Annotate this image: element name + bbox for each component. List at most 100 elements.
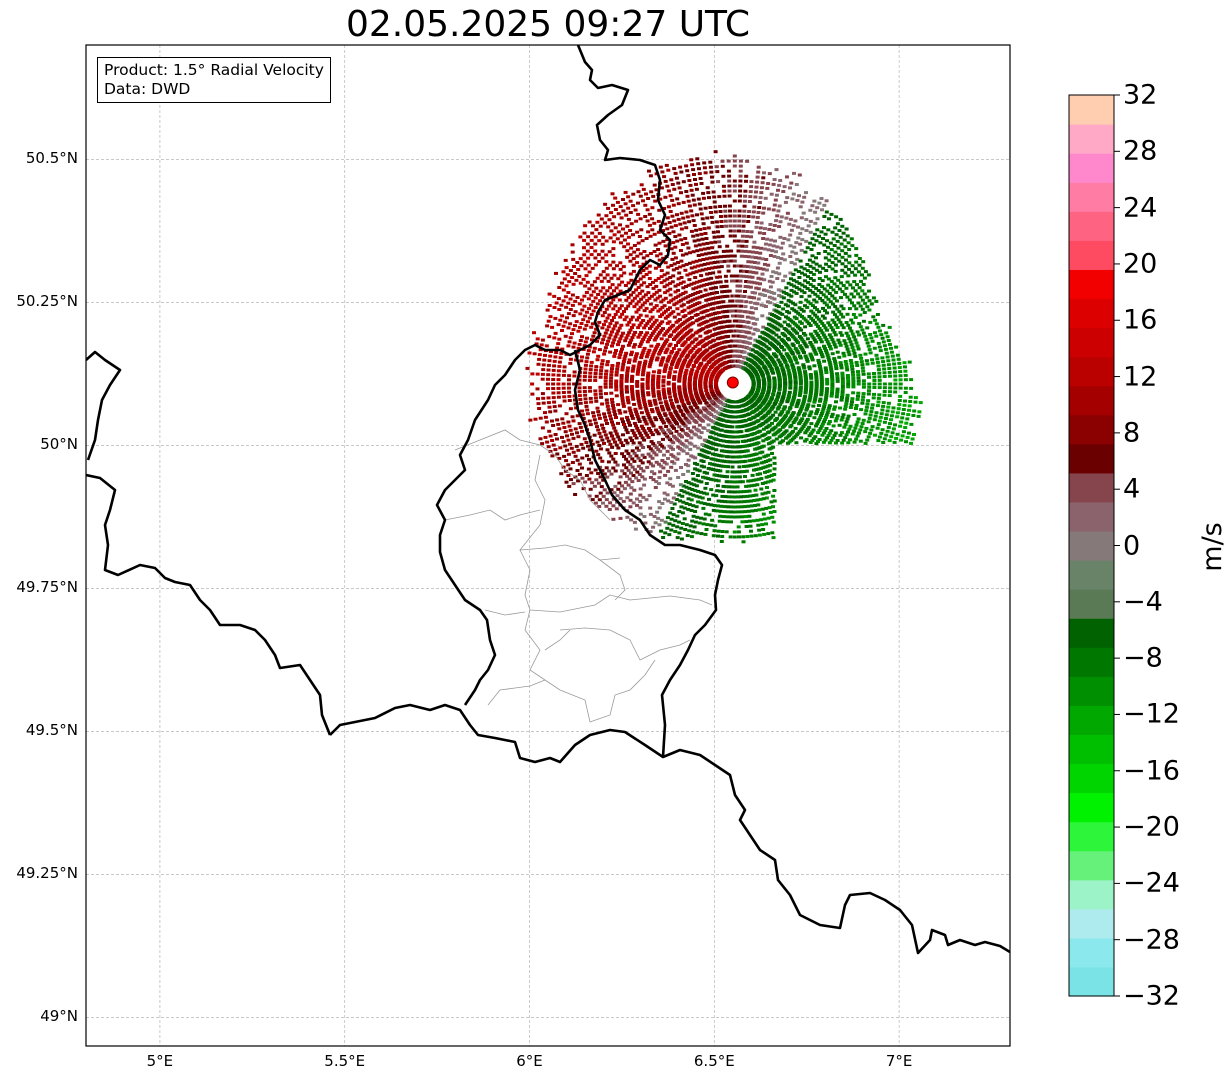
velocity-cell <box>694 228 699 232</box>
velocity-cell <box>702 247 707 251</box>
velocity-cell <box>628 454 633 458</box>
velocity-cell <box>623 438 628 442</box>
velocity-cell <box>760 523 765 527</box>
velocity-cell <box>759 477 764 481</box>
velocity-cell <box>672 219 677 223</box>
velocity-cell <box>711 425 716 429</box>
velocity-cell <box>593 372 598 375</box>
velocity-cell <box>819 197 824 200</box>
velocity-cell <box>809 390 813 394</box>
velocity-cell <box>581 417 586 420</box>
velocity-cell <box>645 380 650 384</box>
velocity-cell <box>730 475 735 479</box>
velocity-cell <box>556 323 561 327</box>
velocity-cell <box>597 239 602 243</box>
velocity-cell <box>798 300 803 304</box>
velocity-cell <box>763 294 767 297</box>
velocity-cell <box>649 420 654 424</box>
velocity-cell <box>810 290 815 294</box>
velocity-cell <box>806 403 811 407</box>
velocity-cell <box>659 281 664 285</box>
velocity-cell <box>882 437 887 441</box>
velocity-cell <box>703 206 708 210</box>
velocity-cell <box>834 215 839 219</box>
velocity-cell <box>758 451 763 455</box>
velocity-cell <box>682 490 687 494</box>
velocity-cell <box>594 478 599 482</box>
velocity-cell <box>777 384 782 388</box>
velocity-cell <box>661 229 666 232</box>
velocity-cell <box>605 475 610 479</box>
velocity-cell <box>893 382 898 386</box>
velocity-cell <box>772 386 777 390</box>
velocity-cell <box>535 372 540 376</box>
velocity-cell <box>632 250 637 254</box>
velocity-cell <box>622 487 627 491</box>
velocity-cell <box>829 438 834 442</box>
velocity-cell <box>756 261 761 265</box>
velocity-cell <box>637 360 642 364</box>
velocity-cell <box>631 333 636 337</box>
velocity-cell <box>658 350 662 354</box>
velocity-cell <box>653 278 658 282</box>
velocity-cell <box>897 403 902 407</box>
velocity-cell <box>786 441 790 445</box>
velocity-cell <box>665 271 670 275</box>
velocity-cell <box>693 467 698 471</box>
velocity-cell <box>816 420 821 424</box>
velocity-cell <box>888 382 893 386</box>
velocity-cell <box>623 425 628 429</box>
velocity-cell <box>566 382 571 386</box>
velocity-cell <box>665 526 670 530</box>
velocity-cell <box>648 530 653 534</box>
velocity-cell <box>726 334 731 338</box>
velocity-cell <box>647 445 651 449</box>
velocity-cell <box>750 411 755 415</box>
velocity-cell <box>613 429 618 433</box>
velocity-cell <box>765 300 770 304</box>
velocity-cell <box>576 479 581 483</box>
velocity-cell <box>532 331 536 335</box>
velocity-cell <box>644 407 649 411</box>
velocity-cell <box>653 402 658 406</box>
velocity-cell <box>613 313 618 316</box>
velocity-cell <box>582 327 587 331</box>
velocity-cell <box>656 378 661 382</box>
velocity-cell <box>699 480 704 484</box>
velocity-cell <box>622 318 627 322</box>
velocity-cell <box>631 441 636 445</box>
velocity-cell <box>807 414 812 418</box>
velocity-cell <box>820 208 824 212</box>
velocity-cell <box>663 396 667 400</box>
velocity-cell <box>781 407 786 411</box>
velocity-cell <box>623 284 628 287</box>
velocity-cell <box>556 378 561 382</box>
velocity-cell <box>644 306 649 310</box>
velocity-cell <box>840 255 845 259</box>
velocity-cell <box>769 407 774 411</box>
velocity-cell <box>671 347 676 350</box>
velocity-cell <box>611 298 616 302</box>
velocity-cell <box>663 368 667 372</box>
velocity-cell <box>697 279 702 283</box>
velocity-cell <box>770 531 775 535</box>
velocity-cell <box>546 387 550 391</box>
velocity-cell <box>754 251 759 255</box>
velocity-cell <box>689 328 694 332</box>
velocity-cell <box>710 292 714 295</box>
velocity-cell <box>719 504 724 508</box>
velocity-cell <box>744 469 749 473</box>
velocity-cell <box>694 391 698 395</box>
velocity-cell <box>744 174 749 178</box>
velocity-cell <box>903 399 907 403</box>
velocity-cell <box>696 285 701 289</box>
velocity-cell <box>900 434 905 438</box>
velocity-cell <box>644 273 649 276</box>
velocity-cell <box>601 501 605 505</box>
velocity-cell <box>600 341 604 345</box>
velocity-cell <box>738 435 743 439</box>
velocity-cell <box>763 491 768 495</box>
velocity-cell <box>574 444 579 448</box>
velocity-cell <box>882 420 887 424</box>
velocity-cell <box>636 241 641 245</box>
